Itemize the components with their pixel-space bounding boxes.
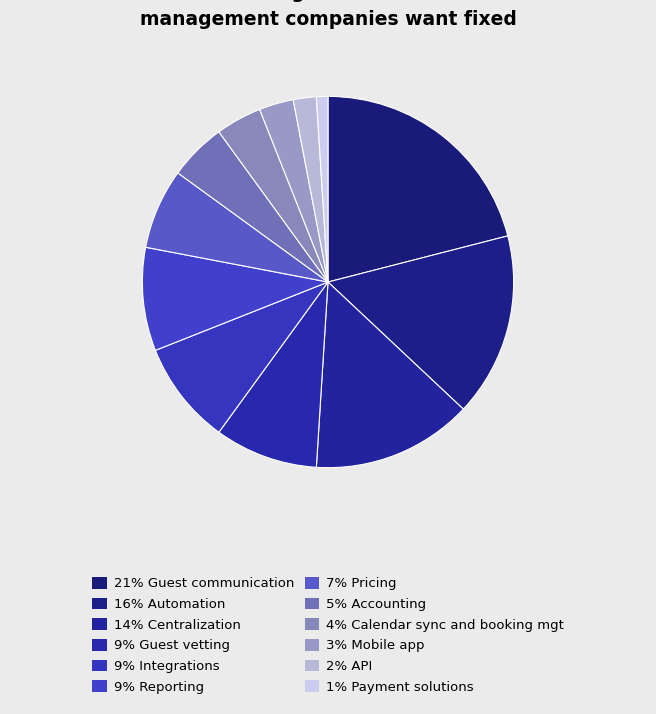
Wedge shape [316, 282, 463, 468]
Wedge shape [142, 247, 328, 351]
Wedge shape [219, 109, 328, 282]
Wedge shape [260, 100, 328, 282]
Wedge shape [328, 96, 508, 282]
Wedge shape [178, 132, 328, 282]
Wedge shape [219, 282, 328, 467]
Title: Tech challenges vacation rental
management companies want fixed: Tech challenges vacation rental manageme… [140, 0, 516, 29]
Wedge shape [328, 236, 514, 409]
Wedge shape [316, 96, 328, 282]
Legend: 21% Guest communication, 16% Automation, 14% Centralization, 9% Guest vetting, 9: 21% Guest communication, 16% Automation,… [86, 570, 570, 700]
Wedge shape [146, 173, 328, 282]
Wedge shape [293, 97, 328, 282]
Wedge shape [155, 282, 328, 432]
